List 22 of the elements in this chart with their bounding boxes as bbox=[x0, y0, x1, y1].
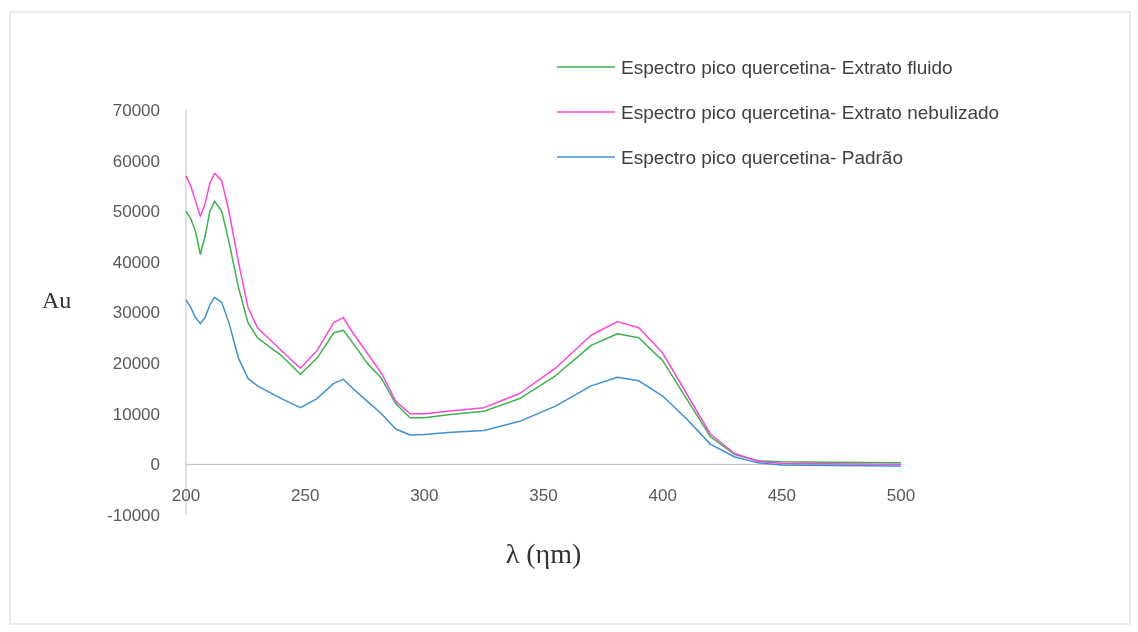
x-tick-label: 400 bbox=[648, 486, 677, 506]
legend-label: Espectro pico quercetina- Extrato fluido bbox=[621, 56, 953, 78]
legend-label: Espectro pico quercetina- Padrão bbox=[621, 146, 903, 168]
y-tick-label: -10000 bbox=[107, 505, 160, 525]
line-series bbox=[185, 296, 902, 467]
x-tick-label: 500 bbox=[886, 486, 916, 506]
y-tick-label: 40000 bbox=[112, 252, 160, 272]
y-tick-label: 60000 bbox=[112, 151, 160, 171]
y-tick-label: 70000 bbox=[112, 100, 160, 120]
y-tick-label: 10000 bbox=[112, 404, 160, 424]
y-tick-label: 50000 bbox=[112, 202, 160, 222]
y-tick-label: 0 bbox=[150, 455, 160, 475]
legend-label: Espectro pico quercetina- Extrato nebulizado bbox=[621, 101, 1000, 123]
x-axis-title: λ (ηm) bbox=[505, 538, 582, 569]
y-tick-label: 20000 bbox=[112, 354, 160, 374]
x-tick-label: 250 bbox=[290, 486, 320, 506]
y-axis-title: Au bbox=[42, 287, 72, 313]
x-tick-label: 450 bbox=[767, 486, 797, 506]
x-tick-label: 200 bbox=[171, 486, 201, 506]
x-tick-label: 350 bbox=[529, 486, 558, 506]
y-tick-label: 30000 bbox=[112, 303, 160, 323]
x-tick-label: 300 bbox=[410, 486, 439, 506]
